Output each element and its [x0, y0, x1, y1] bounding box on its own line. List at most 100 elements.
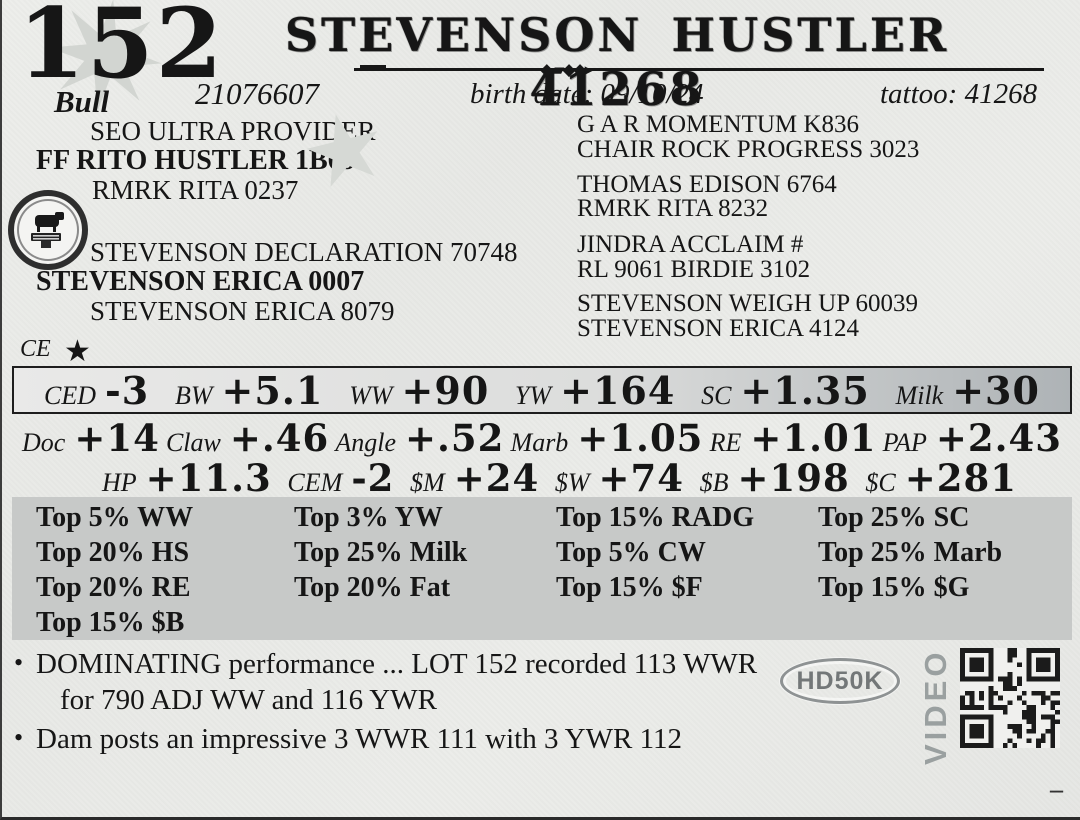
percentile-item: Top 25% Marb — [818, 536, 1003, 568]
epd-label: WW — [349, 380, 393, 410]
epd-value: +1.35 — [740, 367, 870, 413]
page-title: STEVENSON HUSTLER 41268 — [284, 8, 950, 116]
pedigree-ancestor: STEVENSON ERICA 4124 — [577, 315, 859, 342]
epd-value: +1.01 — [750, 416, 877, 460]
epd-label: HP — [102, 468, 137, 497]
epd-cell-dollar-m: $M +24 — [410, 456, 539, 500]
epd-cell-hp: HP +11.3 — [102, 456, 272, 500]
ce-star-icon: ★ — [64, 335, 91, 368]
bullet-icon: • — [14, 648, 24, 677]
tattoo-number: tattoo: 41268 — [880, 78, 1038, 110]
epd-label: $W — [554, 468, 590, 497]
epd-label: CED — [44, 380, 96, 410]
epd-label: RE — [709, 428, 742, 457]
pedigree-ancestor: STEVENSON WEIGH UP 60039 — [577, 290, 918, 317]
percentile-item: Top 15% RADG — [556, 501, 755, 533]
epd-cell-yw: YW +164 — [515, 368, 675, 413]
note-text: Dam posts an impressive 3 WWR 111 with 3… — [36, 722, 682, 755]
percentile-item: Top 3% YW — [294, 501, 443, 533]
hd50k-label: HD50K — [796, 666, 884, 695]
epd-label: PAP — [882, 428, 927, 457]
epd-value: +2.43 — [935, 416, 1062, 460]
pedigree-sire-grandsire: SEO ULTRA PROVIDER — [90, 116, 376, 146]
epd-cell-pap: PAP +2.43 — [883, 416, 1062, 460]
pedigree-dam-name: STEVENSON ERICA 0007 — [36, 266, 365, 297]
pedigree-ancestor: JINDRA ACCLAIM # — [577, 231, 804, 258]
epd-value: +30 — [952, 367, 1040, 413]
epd-cell-dollar-c: $C +281 — [865, 456, 1017, 500]
epd-cell-claw: Claw +.46 — [166, 416, 329, 460]
pedigree-ancestor: THOMAS EDISON 6764 — [577, 171, 837, 198]
registration-number: 21076607 — [195, 76, 319, 111]
epd-value: -2 — [351, 456, 395, 500]
percentile-item: Top 20% Fat — [294, 571, 451, 603]
percentile-item: Top 20% HS — [36, 536, 190, 568]
notes-list: • DOMINATING performance ... LOT 152 rec… — [2, 646, 932, 759]
percentile-box: Top 5% WW Top 3% YW Top 15% RADG Top 25%… — [12, 497, 1072, 640]
pedigree-ancestor: RMRK RITA 8232 — [577, 195, 769, 222]
epd-row-3: HP +11.3 CEM -2 $M +24 $W +74 $B +198 $C +281 — [12, 456, 1072, 500]
bull-icon — [31, 212, 64, 248]
percentile-item: Top 25% Milk — [294, 536, 468, 568]
epd-cell-milk: Milk +30 — [896, 368, 1040, 413]
pedigree-dam-granddam: STEVENSON ERICA 8079 — [90, 296, 395, 326]
epd-row-2: Doc +14 Claw +.46 Angle +.52 Marb +1.05 RE +1… — [12, 416, 1072, 460]
qr-code — [960, 648, 1060, 748]
birth-date: birth date: 09/10/24 — [470, 78, 704, 110]
title-divider: ◆▰◆◆▸ — [354, 60, 1044, 79]
pedigree-ancestor: G A R MOMENTUM K836 — [577, 111, 859, 138]
epd-value: +.52 — [405, 416, 505, 460]
epd-cell-ww: WW +90 — [349, 368, 489, 413]
lot-number: 152 — [18, 0, 225, 100]
epd-band: CED -3 BW +5.1 WW +90 YW +164 SC +1.35 Milk +3… — [12, 366, 1072, 414]
epd-label: Milk — [895, 380, 944, 410]
epd-value: +74 — [598, 456, 685, 500]
epd-value: +24 — [453, 456, 540, 500]
ce-label: CE — [20, 336, 51, 362]
epd-cell-doc: Doc +14 — [22, 416, 160, 460]
epd-value: +281 — [904, 456, 1017, 500]
bullet-icon: • — [14, 722, 24, 752]
epd-label: $C — [865, 468, 896, 497]
divider-ornament-icon: ◆▰◆◆▸ — [540, 60, 593, 79]
epd-cell-sc: SC +1.35 — [701, 368, 870, 413]
note-item: • Dam posts an impressive 3 WWR 111 with… — [2, 721, 932, 757]
percentile-item: Top 5% WW — [36, 501, 194, 533]
epd-label: Claw — [165, 428, 221, 457]
percentile-item: Top 15% $F — [556, 571, 703, 603]
epd-label: BW — [174, 380, 213, 410]
epd-value: +1.05 — [577, 416, 704, 460]
epd-cell-cem: CEM -2 — [287, 456, 394, 500]
epd-value: +.46 — [229, 416, 330, 460]
epd-value: +90 — [401, 367, 490, 413]
hd50k-badge: HD50K — [780, 658, 900, 704]
corner-dash: – — [1050, 775, 1063, 804]
percentile-item: Top 5% CW — [556, 536, 706, 568]
epd-value: +14 — [74, 416, 160, 460]
epd-cell-bw: BW +5.1 — [175, 368, 324, 413]
pedigree-sire-name: FF RITO HUSTLER 1B69 — [36, 145, 356, 176]
note-item: • DOMINATING performance ... LOT 152 rec… — [2, 646, 772, 719]
percentile-item: Top 25% SC — [818, 501, 970, 533]
epd-cell-dollar-b: $B +198 — [700, 456, 850, 500]
percentile-item: Top 20% RE — [36, 571, 191, 603]
percentile-item: Top 15% $G — [818, 571, 970, 603]
epd-value: +164 — [560, 367, 676, 413]
epd-label: Angle — [335, 428, 397, 457]
pedigree-ancestor: RL 9061 BIRDIE 3102 — [577, 256, 811, 283]
epd-value: +5.1 — [221, 367, 324, 413]
epd-cell-re: RE +1.01 — [710, 416, 877, 460]
epd-cell-angle: Angle +.52 — [335, 416, 504, 460]
pedigree-ancestor: CHAIR ROCK PROGRESS 3023 — [577, 136, 920, 163]
epd-cell-marb: Marb +1.05 — [511, 416, 704, 460]
epd-cell-dollar-w: $W +74 — [555, 456, 684, 500]
epd-label: Marb — [510, 428, 569, 457]
epd-label: $M — [410, 468, 445, 497]
pedigree-sire-granddam: RMRK RITA 0237 — [92, 175, 299, 205]
epd-cell-ced: CED -3 — [44, 368, 149, 413]
epd-value: +11.3 — [145, 456, 272, 500]
epd-value: -3 — [105, 367, 150, 413]
epd-value: +198 — [737, 456, 850, 500]
epd-label: SC — [701, 380, 732, 410]
